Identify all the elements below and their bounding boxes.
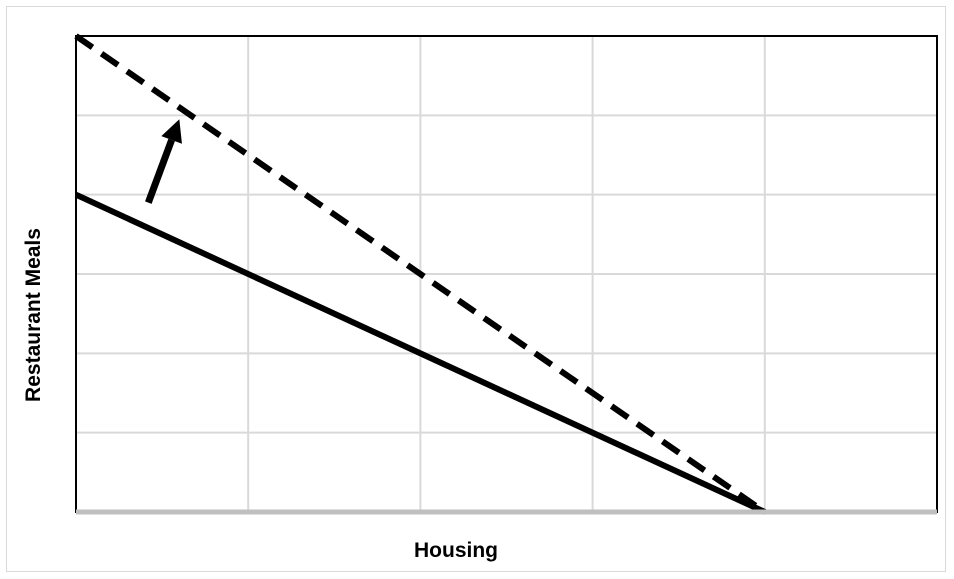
series-line-solid	[74, 191, 767, 515]
annotations	[145, 119, 182, 204]
arrow-head	[161, 119, 182, 144]
x-axis-label: Housing	[414, 539, 498, 562]
arrow-shaft	[145, 138, 175, 204]
series-line-dashed	[74, 33, 767, 515]
chart-frame	[6, 6, 946, 572]
series-group	[74, 33, 767, 515]
grid-lines	[76, 36, 937, 512]
y-axis-label: Restaurant Meals	[22, 228, 45, 402]
